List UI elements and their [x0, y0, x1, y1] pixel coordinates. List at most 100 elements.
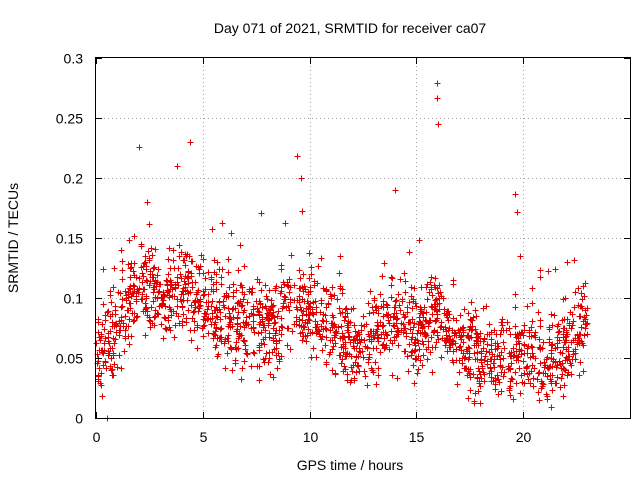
data-point [498, 327, 505, 334]
data-point [543, 391, 550, 398]
data-point [381, 260, 388, 267]
data-point [191, 308, 198, 315]
data-point [336, 305, 343, 312]
data-point [200, 288, 207, 295]
data-point [155, 266, 162, 273]
data-point [226, 310, 233, 317]
data-point [119, 303, 126, 310]
data-point [344, 350, 351, 357]
data-point [443, 328, 450, 335]
data-point [495, 391, 502, 398]
data-point [548, 311, 555, 318]
data-point [233, 339, 240, 346]
data-point [431, 282, 438, 289]
data-point [464, 372, 471, 379]
data-point [481, 335, 488, 342]
data-point [561, 382, 568, 389]
data-point [162, 315, 169, 322]
data-point [280, 300, 287, 307]
data-point [165, 314, 172, 321]
data-point [480, 369, 487, 376]
data-point [322, 325, 329, 332]
data-point [133, 274, 140, 281]
data-point [498, 369, 505, 376]
data-point [152, 307, 159, 314]
data-point [553, 380, 560, 387]
data-point [110, 284, 117, 291]
data-point [356, 336, 363, 343]
data-point [150, 284, 157, 291]
data-point [229, 306, 236, 313]
data-point [240, 337, 247, 344]
data-point [141, 260, 148, 267]
data-point [184, 274, 191, 281]
data-point [513, 380, 520, 387]
data-point [275, 308, 282, 315]
data-point [293, 318, 300, 325]
data-point [122, 333, 129, 340]
data-point [549, 387, 556, 394]
data-point [450, 277, 457, 284]
data-point [508, 349, 515, 356]
data-point [393, 316, 400, 323]
data-point [385, 311, 392, 318]
data-point [444, 348, 451, 355]
data-point [397, 276, 404, 283]
data-point [289, 328, 296, 335]
data-point [129, 290, 136, 297]
data-point [268, 297, 275, 304]
data-point [557, 361, 564, 368]
data-point [126, 316, 133, 323]
data-point [287, 346, 294, 353]
data-point [484, 361, 491, 368]
data-point [497, 356, 504, 363]
data-point [519, 379, 526, 386]
data-point [569, 311, 576, 318]
data-point [556, 328, 563, 335]
data-point [299, 208, 306, 215]
data-point [298, 307, 305, 314]
data-point [144, 278, 151, 285]
data-point [511, 352, 518, 359]
data-point [362, 343, 369, 350]
data-point [131, 233, 138, 240]
data-point [419, 362, 426, 369]
data-point [273, 345, 280, 352]
data-point [239, 365, 246, 372]
data-point [392, 304, 399, 311]
data-point [331, 292, 338, 299]
data-point [332, 370, 339, 377]
data-point [451, 329, 458, 336]
data-point [310, 345, 317, 352]
data-point [212, 344, 219, 351]
data-point [123, 323, 130, 330]
data-point [268, 312, 275, 319]
grid [96, 58, 630, 418]
data-point [526, 333, 533, 340]
data-point [118, 304, 125, 311]
data-point [296, 293, 303, 300]
data-point [131, 260, 138, 267]
data-point [318, 300, 325, 307]
data-point [559, 371, 566, 378]
data-point [162, 303, 169, 310]
data-point [241, 338, 248, 345]
data-point [360, 313, 367, 320]
data-point [118, 247, 125, 254]
data-point [199, 325, 206, 332]
data-point [409, 348, 416, 355]
data-point [261, 359, 268, 366]
data-point [209, 298, 216, 305]
data-point [474, 374, 481, 381]
data-point [123, 292, 130, 299]
data-point [352, 328, 359, 335]
data-point [99, 321, 106, 328]
data-point [232, 360, 239, 367]
data-point [560, 296, 567, 303]
data-point [185, 269, 192, 276]
data-point [208, 321, 215, 328]
data-point [425, 338, 432, 345]
data-point [467, 387, 474, 394]
data-point [411, 285, 418, 292]
data-point [429, 369, 436, 376]
